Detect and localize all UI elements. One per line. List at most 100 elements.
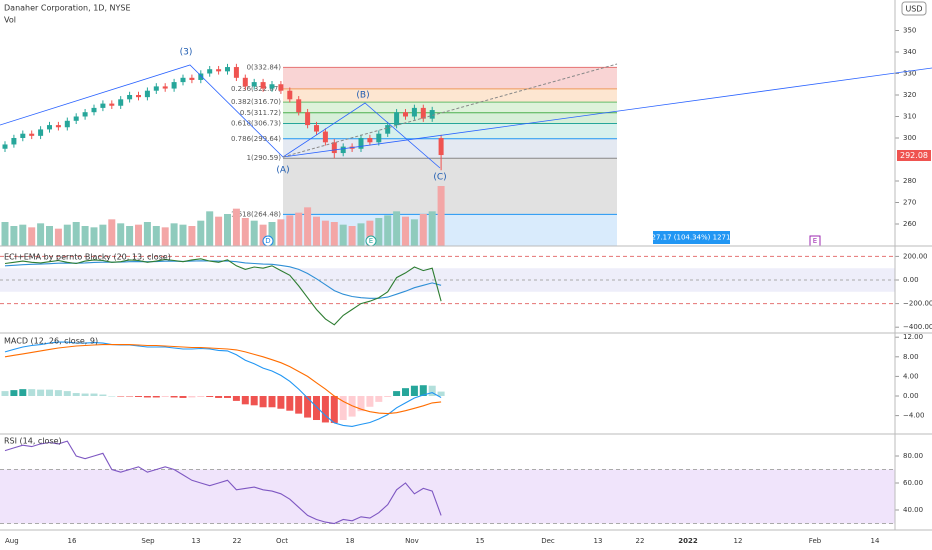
macd-histogram-bar	[81, 393, 89, 396]
symbol-title: Danaher Corporation, 1D, NYSE	[4, 4, 131, 13]
macd-histogram-bar	[241, 396, 249, 405]
rsi-title: RSI (14, close)	[4, 437, 62, 446]
x-tick-label: 14	[871, 537, 880, 545]
volume-bar	[126, 226, 134, 246]
volume-bar	[393, 211, 401, 246]
fib-label: 0.618(306.73)	[231, 120, 281, 128]
volume-bar	[321, 220, 329, 246]
macd-histogram-bar	[46, 389, 53, 396]
candle-body	[269, 84, 275, 89]
candle-body	[100, 103, 106, 108]
rsi-line	[4, 440, 442, 525]
macd-histogram-bar	[28, 389, 36, 396]
fib-label: 1.618(264.48)	[231, 210, 281, 218]
candle-body	[47, 125, 52, 130]
volume-bar	[161, 227, 169, 246]
macd-histogram-bar	[117, 396, 125, 397]
macd-histogram-bar	[366, 396, 374, 407]
y-tick-label: 40.00	[903, 506, 923, 514]
x-tick-label: Nov	[405, 537, 419, 545]
macd-histogram-bar	[375, 396, 383, 402]
macd-histogram-bar	[143, 396, 151, 398]
macd-histogram-bar	[402, 388, 409, 396]
macd-histogram-bar	[286, 396, 294, 411]
candle-body	[322, 131, 328, 143]
volume-bar	[152, 226, 160, 246]
candle-body	[29, 133, 35, 136]
candle-body	[403, 112, 408, 117]
macd-histogram-bar	[295, 396, 303, 414]
volume-bar	[268, 222, 276, 246]
y-tick-label: 200.00	[903, 252, 928, 260]
macd-histogram-bar	[330, 396, 338, 423]
volume-bar	[179, 224, 187, 246]
volume-bar	[46, 226, 53, 246]
volume-bar	[108, 219, 116, 246]
volume-bar	[375, 218, 383, 246]
candle-body	[136, 95, 141, 98]
macd-histogram-bar	[161, 396, 169, 397]
wave-label: (C)	[433, 173, 446, 183]
volume-bar	[99, 224, 107, 246]
currency-badge[interactable]	[901, 1, 927, 16]
volume-bar	[366, 220, 374, 246]
volume-bar	[339, 224, 347, 246]
fib-zone	[283, 158, 617, 215]
candle-body	[314, 125, 319, 132]
volume-bar	[402, 216, 409, 246]
y-tick-label: 0.00	[903, 392, 919, 400]
macd-histogram-bar	[215, 396, 223, 398]
candle-body	[251, 82, 257, 87]
volume-bar	[1, 222, 9, 246]
rsi-band	[0, 469, 895, 524]
candle-body	[260, 82, 266, 89]
candle-body	[296, 99, 302, 113]
macd-histogram-bar	[224, 396, 231, 398]
candle-body	[189, 77, 195, 80]
volume-label: Vol	[4, 16, 16, 25]
volume-bar	[197, 220, 205, 246]
volume-bar	[232, 208, 240, 246]
macd-histogram-bar	[321, 396, 329, 423]
wave-label: (A)	[276, 166, 289, 176]
fib-zone	[283, 123, 617, 139]
macd-histogram-bar	[384, 396, 392, 397]
y-tick-label: 60.00	[903, 479, 923, 487]
candle-body	[305, 112, 311, 126]
candle-body	[180, 77, 186, 83]
x-tick-label: 15	[476, 537, 485, 545]
y-tick-label: 280	[903, 177, 916, 185]
x-tick-label: 22	[233, 537, 242, 545]
x-tick-label: 18	[346, 537, 355, 545]
fib-zone	[283, 138, 617, 159]
fib-zone	[283, 112, 617, 124]
candle-body	[55, 125, 61, 128]
macd-histogram-bar	[152, 396, 160, 398]
x-tick-label: Aug	[5, 537, 19, 545]
y-tick-label: 330	[903, 70, 916, 78]
signal-line	[4, 344, 442, 415]
event-label: E	[813, 237, 817, 245]
volume-bar	[419, 214, 427, 246]
candle-body	[207, 69, 213, 74]
volume-bar	[215, 216, 223, 246]
eci-line	[4, 258, 442, 326]
y-tick-label: 320	[903, 91, 916, 99]
candle-body	[376, 133, 382, 143]
candle-body	[278, 84, 284, 91]
y-tick-label: 80.00	[903, 452, 923, 460]
candle-body	[162, 86, 168, 89]
candle-body	[367, 138, 373, 143]
candle-body	[153, 86, 159, 91]
fib-zone	[283, 214, 617, 246]
macd-histogram-bar	[232, 396, 240, 401]
y-tick-label: 8.00	[903, 353, 919, 361]
y-tick-label: −200.00	[903, 300, 932, 308]
candle-body	[429, 110, 435, 119]
x-tick-label: Feb	[809, 537, 822, 545]
volume-bar	[72, 222, 80, 246]
volume-bar	[357, 223, 365, 246]
volume-bar	[348, 226, 356, 246]
projection-line	[282, 63, 618, 158]
volume-bar	[428, 211, 436, 246]
